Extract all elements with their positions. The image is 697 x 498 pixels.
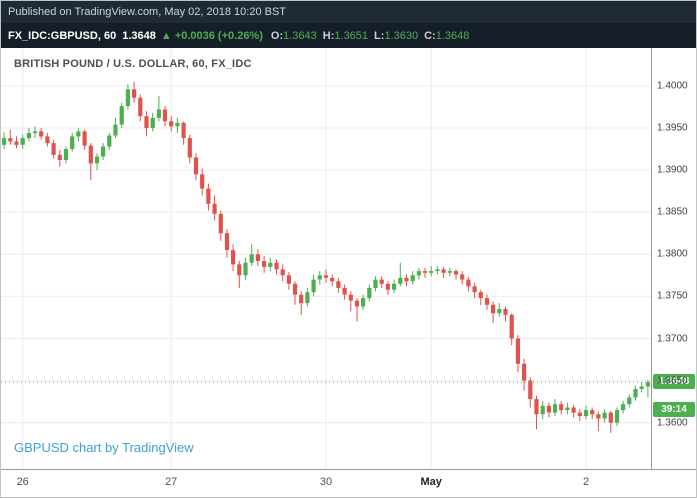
last-price-badge: 1.3648	[653, 374, 695, 390]
published-text: Published on TradingView.com, May 02, 20…	[8, 6, 287, 18]
last-price-value: 1.3648	[122, 29, 156, 42]
published-bar: Published on TradingView.com, May 02, 20…	[1, 1, 696, 23]
ohlc-open: O:1.3643	[270, 29, 317, 42]
price-axis[interactable]: 1.3648 39:14 1.4000 1.3950 1.3900 1.3850 1.3…	[651, 48, 696, 469]
ohlc-close: C:1.3648	[424, 29, 470, 42]
ohlc-low: L:1.3630	[374, 29, 419, 42]
up-arrow-icon: ▲	[160, 29, 172, 42]
price-axis-label: 1.4000	[657, 80, 688, 92]
price-axis-label: 1.3750	[657, 290, 688, 302]
chart-title: BRITISH POUND / U.S. DOLLAR, 60, FX_IDC	[14, 58, 252, 70]
time-axis-label: 30	[319, 476, 333, 488]
tradingview-attribution-link[interactable]: GBPUSD chart by TradingView	[14, 440, 194, 455]
bar-countdown-badge: 39:14	[653, 402, 695, 418]
price-change: ▲ +0.0036 (+0.26%)	[161, 30, 263, 42]
time-axis-label: 26	[16, 476, 29, 488]
price-axis-label: 1.3800	[657, 248, 688, 260]
price-axis-label: 1.3850	[657, 206, 688, 218]
time-axis-label: 27	[165, 476, 178, 488]
price-axis-label: 1.3600	[657, 417, 688, 429]
symbol-info-bar: FX_IDC:GBPUSD, 60 1.3648 ▲ +0.0036 (+0.2…	[1, 23, 696, 48]
time-axis-label: May	[420, 476, 442, 488]
time-axis[interactable]: 26 27 30 May 2	[1, 469, 696, 497]
candlestick-svg	[1, 48, 651, 469]
price-axis-label: 1.3700	[657, 333, 688, 344]
change-value: +0.0036 (+0.26%)	[174, 29, 263, 42]
time-axis-label: 2	[582, 476, 590, 488]
candlestick-plot[interactable]: BRITISH POUND / U.S. DOLLAR, 60, FX_IDC …	[1, 48, 651, 469]
price-axis-label: 1.3900	[657, 164, 688, 176]
price-axis-label: 1.3650	[657, 375, 688, 387]
symbol-name: FX_IDC:GBPUSD, 60	[8, 29, 117, 42]
chart-area: BRITISH POUND / U.S. DOLLAR, 60, FX_IDC …	[1, 48, 696, 469]
ohlc-high: H:1.3651	[322, 29, 369, 42]
price-axis-label: 1.3950	[657, 122, 688, 134]
